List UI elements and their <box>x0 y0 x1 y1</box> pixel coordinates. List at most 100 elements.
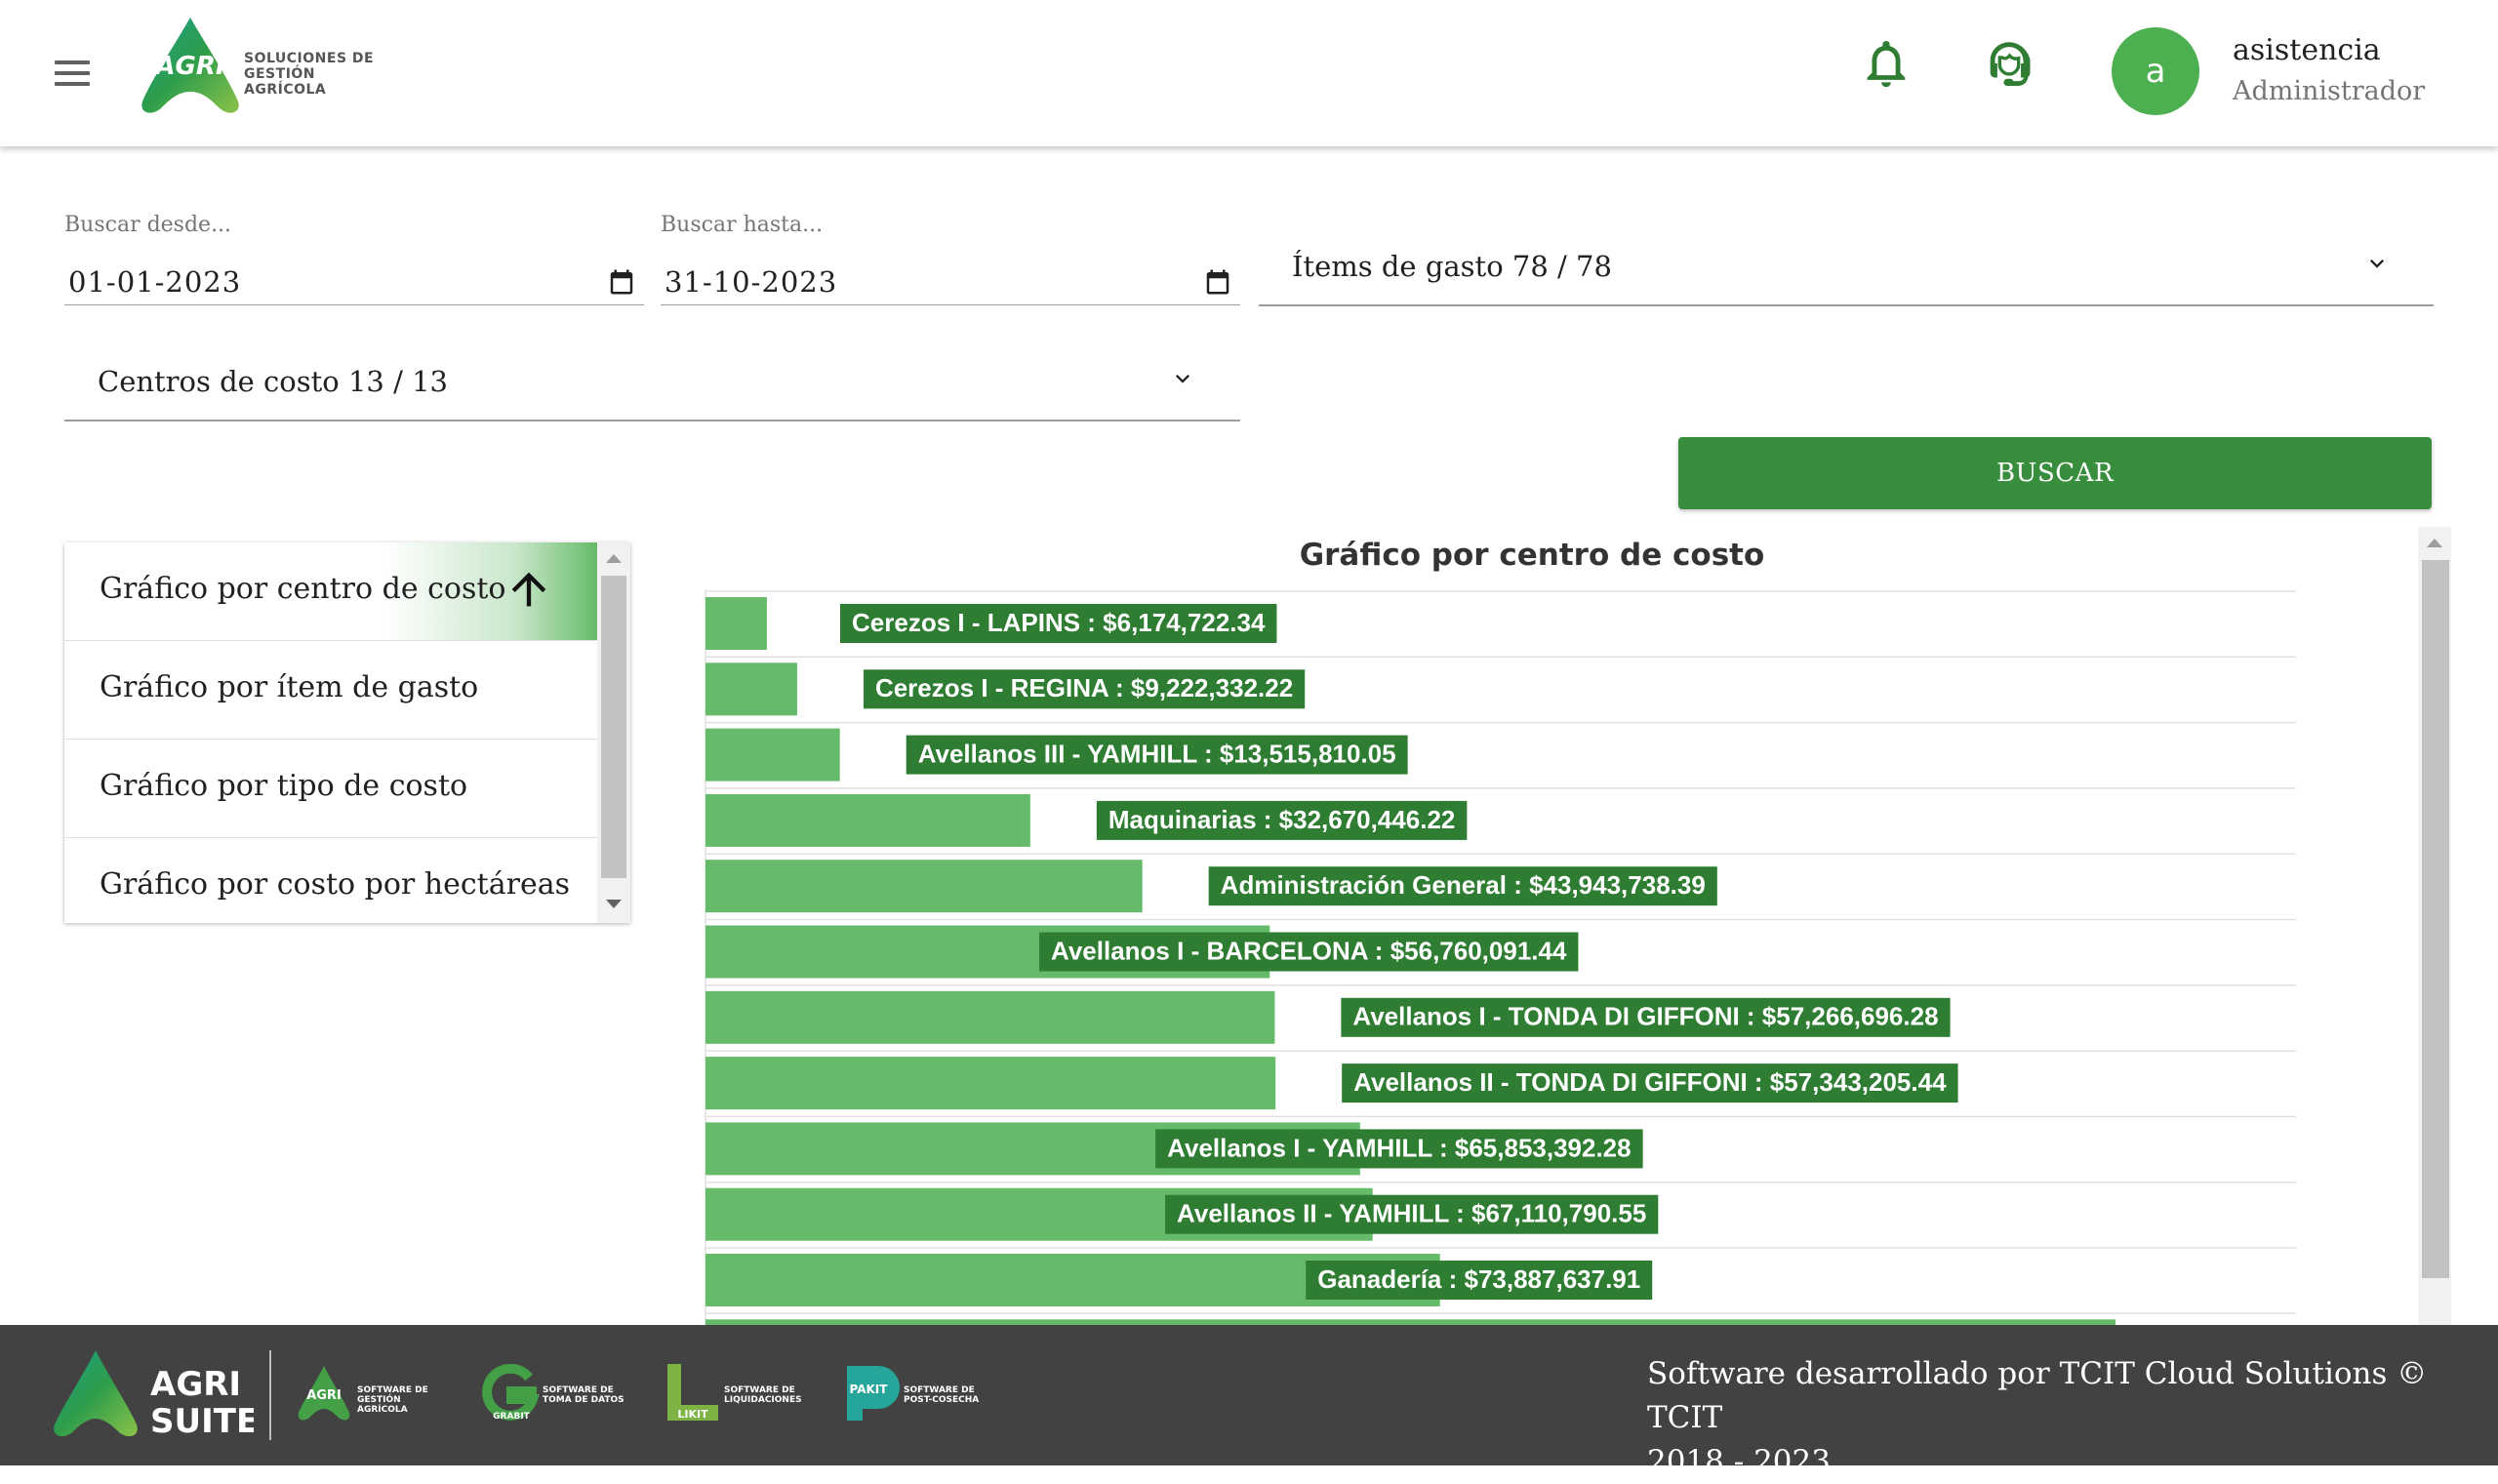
bar-data-label: Administración General : $43,943,738.39 <box>1221 870 1706 900</box>
chart-bar[interactable] <box>705 1057 1276 1110</box>
product-name: PAKIT <box>850 1383 889 1396</box>
bar-label-background <box>1155 1129 1643 1169</box>
product-name: LIKIT <box>677 1408 708 1421</box>
logo-tagline: SOLUCIONES DE GESTIÓN AGRÍCOLA <box>244 51 375 98</box>
calendar-icon[interactable] <box>1203 267 1232 297</box>
product-caption: SOFTWARE DE TOMA DE DATOS <box>543 1385 624 1405</box>
menu-scrollbar[interactable] <box>597 542 630 923</box>
footer-credits-years: 2018 - 2023 <box>1647 1444 1831 1479</box>
agri-suite-logo: AGRI SUITE <box>54 1350 254 1441</box>
product-caption: SOFTWARE DE POST-COSECHA <box>904 1385 980 1405</box>
chevron-down-icon <box>1176 375 1189 383</box>
chart-bar[interactable] <box>705 662 797 716</box>
user-avatar[interactable]: a <box>2112 27 2199 115</box>
scrollbar-thumb[interactable] <box>601 576 626 878</box>
agri-product-logo[interactable]: AGRI SOFTWARE DE GESTIÓN AGRÍCOLA <box>295 1364 451 1432</box>
grabit-mark-icon: GRABIT <box>482 1363 540 1422</box>
user-role: Administrador <box>2233 76 2426 106</box>
expense-items-select[interactable]: Ítems de gasto 78 / 78 <box>1259 226 2434 306</box>
app-header: AGRI SOLUCIONES DE GESTIÓN AGRÍCOLA a as… <box>0 0 2498 146</box>
user-name: asistencia <box>2233 33 2381 67</box>
likit-product-logo[interactable]: LIKIT SOFTWARE DE LIQUIDACIONES <box>664 1364 820 1432</box>
bar-chart: Cerezos I - LAPINS : $6,174,722.34 Cerezo… <box>705 589 2296 1325</box>
menu-icon[interactable] <box>55 59 94 88</box>
agri-suite-text: SUITE <box>150 1402 254 1441</box>
chart-bar[interactable] <box>705 860 1143 913</box>
bar-data-label: Avellanos II - TONDA DI GIFFONI : $57,34… <box>1353 1067 1947 1097</box>
date-from-value: 01-01-2023 <box>68 265 242 299</box>
product-caption: SOFTWARE DE LIQUIDACIONES <box>724 1385 802 1405</box>
bar-data-label: Ganadería : $73,887,637.91 <box>1317 1264 1640 1294</box>
pakit-product-logo[interactable]: PAKIT SOFTWARE DE POST-COSECHA <box>843 1364 999 1432</box>
calendar-icon[interactable] <box>607 267 636 297</box>
scroll-down-arrow[interactable] <box>606 900 622 908</box>
date-to-value: 31-10-2023 <box>665 265 838 299</box>
chart-title: Gráfico por centro de costo <box>1299 538 1765 573</box>
bar-label-background <box>1306 1261 1653 1300</box>
product-caption: SOFTWARE DE GESTIÓN AGRÍCOLA <box>357 1385 428 1415</box>
menu-item-expense-item-chart[interactable]: Gráfico por ítem de gasto <box>64 641 597 740</box>
bar-label-background <box>1165 1194 1659 1234</box>
agri-logo-mark: AGRI <box>141 18 239 113</box>
grabit-product-logo[interactable]: GRABIT SOFTWARE DE TOMA DE DATOS <box>482 1363 638 1432</box>
footer-credits-line: Software desarrollado por TCIT Cloud Sol… <box>1647 1356 2428 1435</box>
pakit-mark-icon: PAKIT <box>847 1366 900 1421</box>
bar-data-label: Cerezos I - REGINA : $9,222,332.22 <box>875 673 1293 702</box>
date-to-field[interactable]: 31-10-2023 <box>661 256 1240 305</box>
expense-items-value: Ítems de gasto 78 / 78 <box>1292 250 1612 283</box>
bar-data-label: Avellanos I - BARCELONA : $56,760,091.44 <box>1051 936 1567 965</box>
bar-data-label: Avellanos I - YAMHILL : $65,853,392.28 <box>1167 1133 1631 1162</box>
menu-item-label: Gráfico por costo por hectáreas <box>100 867 570 902</box>
menu-item-label: Gráfico por tipo de costo <box>100 769 468 803</box>
chart-scrollbar[interactable] <box>2418 527 2451 1325</box>
app-footer: AGRI SUITE AGRI SOFTWARE DE GESTIÓN AGRÍ… <box>0 1325 2498 1479</box>
scrollbar-thumb[interactable] <box>2422 560 2449 1278</box>
scroll-up-arrow[interactable] <box>606 554 622 563</box>
scroll-up-arrow[interactable] <box>2427 539 2442 547</box>
date-from-field[interactable]: 01-01-2023 <box>64 256 644 305</box>
menu-item-cost-type-chart[interactable]: Gráfico por tipo de costo <box>64 740 597 838</box>
date-from-label: Buscar desde... <box>64 213 232 237</box>
product-name: GRABIT <box>493 1412 530 1422</box>
agri-mark-icon: AGRI <box>298 1366 350 1421</box>
cost-centers-select[interactable]: Centros de costo 13 / 13 <box>64 341 1240 421</box>
bar-label-background <box>1096 800 1468 840</box>
cost-center-chart: Gráfico por centro de costo Cerezos I - … <box>652 527 2449 1325</box>
chart-bar[interactable] <box>705 597 767 650</box>
cost-centers-value: Centros de costo 13 / 13 <box>98 365 448 398</box>
bar-data-label: Maquinarias : $32,670,446.22 <box>1108 805 1456 834</box>
chart-bar[interactable] <box>705 728 840 782</box>
chart-bar-partial[interactable] <box>705 1319 2115 1325</box>
chart-bar[interactable] <box>705 793 1030 847</box>
menu-item-cost-per-hectare-chart[interactable]: Gráfico por costo por hectáreas <box>64 838 597 923</box>
agri-suite-text: AGRI <box>150 1365 241 1404</box>
menu-item-label: Gráfico por centro de costo <box>100 572 506 606</box>
chart-type-menu: Gráfico por centro de costo Gráfico por … <box>64 542 630 923</box>
notifications-bell-icon[interactable] <box>1858 35 1914 92</box>
bar-data-label: Avellanos II - YAMHILL : $67,110,790.55 <box>1177 1199 1646 1228</box>
bar-label-background <box>840 604 1277 643</box>
search-button[interactable]: BUSCAR <box>1678 437 2432 509</box>
bar-label-background <box>1342 1063 1958 1103</box>
product-name: AGRI <box>306 1388 342 1403</box>
bar-label-background <box>863 669 1306 709</box>
bar-data-label: Avellanos I - TONDA DI GIFFONI : $57,266… <box>1352 1002 1938 1031</box>
logo-brand-text: AGRI <box>153 52 224 81</box>
support-agent-icon[interactable] <box>1981 35 2037 92</box>
date-to-label: Buscar hasta... <box>661 213 824 237</box>
bar-label-background <box>1208 866 1717 906</box>
footer-divider <box>269 1350 271 1440</box>
footer-credits: Software desarrollado por TCIT Cloud Sol… <box>1647 1352 2447 1484</box>
bar-label-background <box>1039 932 1579 972</box>
bar-data-label: Avellanos III - YAMHILL : $13,515,810.05 <box>918 739 1396 768</box>
menu-item-cost-center-chart[interactable]: Gráfico por centro de costo <box>64 542 597 641</box>
arrow-up-icon[interactable] <box>504 564 554 615</box>
bar-label-background <box>906 735 1408 775</box>
chart-bar[interactable] <box>705 990 1275 1044</box>
likit-mark-icon: LIKIT <box>667 1364 718 1421</box>
chevron-down-icon <box>2370 260 2384 268</box>
bar-data-label: Cerezos I - LAPINS : $6,174,722.34 <box>852 608 1266 637</box>
agri-logo[interactable]: AGRI SOLUCIONES DE GESTIÓN AGRÍCOLA <box>137 14 400 121</box>
menu-item-label: Gráfico por ítem de gasto <box>100 670 479 704</box>
bar-label-background <box>1341 997 1951 1037</box>
